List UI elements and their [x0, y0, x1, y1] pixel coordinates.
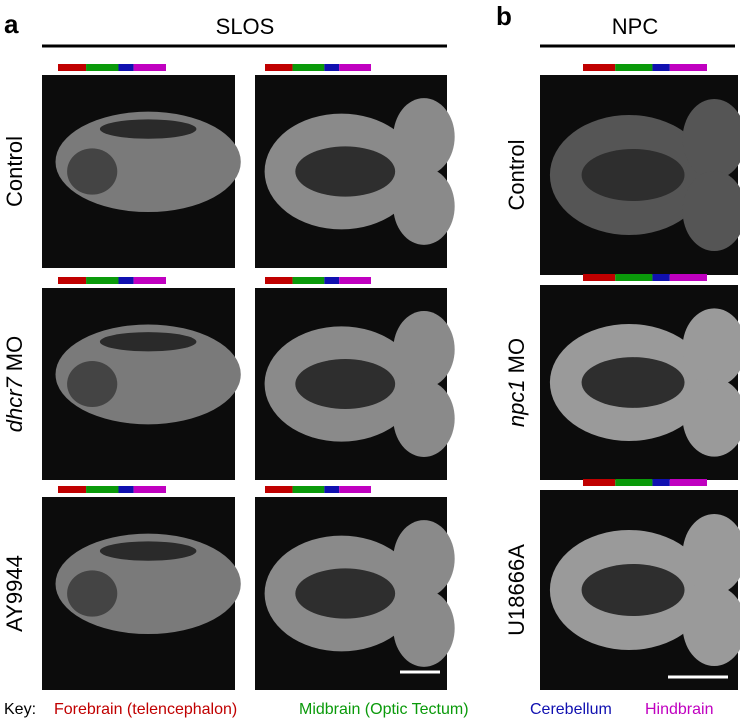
- specimen-detail: [581, 149, 685, 201]
- region-bar: [652, 64, 670, 71]
- specimen-lobe: [393, 380, 455, 457]
- specimen-lobe: [682, 514, 740, 594]
- row-label: Control: [2, 136, 27, 207]
- region-bar: [324, 486, 340, 493]
- row-label-text: Control: [2, 136, 27, 207]
- specimen-detail: [295, 146, 396, 197]
- region-bar: [86, 486, 119, 493]
- row-label-text: Control: [504, 140, 529, 211]
- specimen-detail: [99, 332, 197, 352]
- region-bar: [669, 64, 707, 71]
- panel-label: b: [496, 1, 512, 31]
- specimen-lobe: [393, 520, 455, 598]
- specimen-eye: [67, 360, 118, 408]
- region-bar: [133, 277, 166, 284]
- specimen-lobe: [393, 98, 455, 176]
- region-bar: [133, 486, 166, 493]
- region-bar: [58, 64, 87, 71]
- specimen-lobe: [682, 308, 740, 387]
- gene-name: npc1: [504, 379, 529, 427]
- region-bar: [58, 277, 87, 284]
- specimen-lobe: [682, 586, 740, 666]
- region-bar: [118, 486, 134, 493]
- specimen-detail: [99, 119, 197, 139]
- gene-name: dhcr7: [2, 376, 27, 432]
- region-bar: [583, 479, 616, 486]
- row-label-text: U18666A: [504, 544, 529, 636]
- row-label: npc1 MO: [504, 338, 529, 427]
- region-bar: [58, 486, 87, 493]
- panel-title: NPC: [612, 14, 659, 39]
- row-label: Control: [504, 140, 529, 211]
- key-item: Forebrain (telencephalon): [54, 701, 237, 718]
- region-bar: [292, 277, 325, 284]
- region-bar: [669, 479, 707, 486]
- row-label: AY9944: [2, 555, 27, 632]
- region-bar: [669, 274, 707, 281]
- region-bar: [86, 277, 119, 284]
- specimen-eye: [67, 148, 118, 195]
- row-label: U18666A: [504, 544, 529, 636]
- region-bar: [652, 479, 670, 486]
- row-label-suffix: MO: [2, 336, 27, 371]
- key-item: Hindbrain: [645, 701, 713, 718]
- panel-title: SLOS: [216, 14, 275, 39]
- specimen-eye: [67, 570, 118, 617]
- region-bar: [583, 64, 616, 71]
- region-bar: [86, 64, 119, 71]
- region-bar: [615, 274, 653, 281]
- row-label-text: AY9944: [2, 555, 27, 632]
- region-bar: [265, 277, 293, 284]
- region-bar: [118, 64, 134, 71]
- key-label: Key:: [4, 701, 36, 718]
- specimen-lobe: [682, 171, 740, 251]
- region-bar: [615, 479, 653, 486]
- specimen-lobe: [393, 589, 455, 667]
- region-bar: [339, 64, 371, 71]
- region-bar: [324, 277, 340, 284]
- specimen-detail: [581, 357, 685, 408]
- region-bar: [324, 64, 340, 71]
- key-item: Cerebellum: [530, 701, 612, 718]
- key-item: Midbrain (Optic Tectum): [299, 701, 469, 718]
- row-label: dhcr7 MO: [2, 336, 27, 433]
- region-bar: [339, 277, 371, 284]
- specimen-detail: [581, 564, 685, 616]
- region-bar: [265, 486, 293, 493]
- region-bar: [292, 64, 325, 71]
- region-bar: [265, 64, 293, 71]
- region-bar: [652, 274, 670, 281]
- row-label-suffix: MO: [504, 338, 529, 373]
- region-bar: [339, 486, 371, 493]
- panel-label: a: [4, 9, 19, 39]
- specimen-detail: [99, 541, 197, 561]
- region-bar: [118, 277, 134, 284]
- specimen-lobe: [393, 311, 455, 388]
- specimen-lobe: [682, 99, 740, 179]
- specimen-detail: [295, 359, 396, 409]
- region-bar: [615, 64, 653, 71]
- specimen-lobe: [393, 167, 455, 245]
- region-bar: [583, 274, 616, 281]
- specimen-lobe: [682, 378, 740, 457]
- region-bar: [292, 486, 325, 493]
- region-bar: [133, 64, 166, 71]
- specimen-detail: [295, 568, 396, 619]
